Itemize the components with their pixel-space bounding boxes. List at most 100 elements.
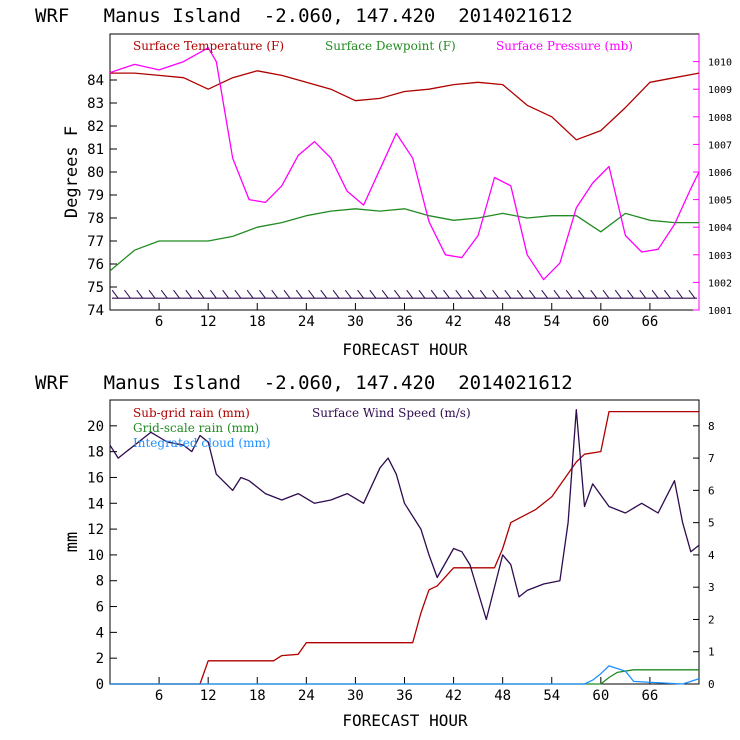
y2-tick-label: 1004 (708, 223, 732, 234)
y2-tick-label: 8 (708, 420, 715, 433)
wind-barb (259, 289, 266, 299)
series-line-1-0 (110, 410, 699, 685)
y-tick-label: 4 (96, 625, 104, 641)
y-tick-label: 10 (87, 548, 104, 564)
wind-barb (136, 289, 144, 299)
wind-barb (148, 289, 156, 299)
chart-1-xlabel: FORECAST HOUR (342, 340, 468, 359)
x-tick-label: 60 (592, 688, 609, 704)
chart-panel-1: WRF Manus Island -2.060, 147.420 2014021… (35, 5, 732, 359)
x-tick-label: 66 (641, 314, 658, 330)
y2-tick-label: 1001 (708, 306, 732, 317)
x-tick-label: 30 (347, 314, 364, 330)
y-tick-label: 12 (87, 522, 104, 538)
y-tick-label: 8 (96, 574, 104, 590)
x-tick-label: 12 (200, 688, 217, 704)
y2-tick-label: 1007 (708, 140, 732, 151)
x-tick-label: 6 (155, 688, 163, 704)
y2-tick-label: 6 (708, 484, 715, 497)
y-tick-label: 82 (87, 119, 104, 135)
chart-1-title: WRF Manus Island -2.060, 147.420 2014021… (35, 5, 573, 27)
wind-barb (467, 289, 475, 299)
y-tick-label: 76 (87, 257, 104, 273)
wind-barb (406, 289, 414, 299)
y-tick-label: 2 (96, 651, 104, 667)
x-tick-label: 12 (200, 314, 217, 330)
chart-2-title: WRF Manus Island -2.060, 147.420 2014021… (35, 372, 573, 394)
wind-barb (332, 289, 340, 299)
wind-barb (320, 289, 328, 299)
x-tick-label: 18 (249, 688, 266, 704)
chart-panel-2: WRF Manus Island -2.060, 147.420 2014021… (35, 372, 715, 730)
y2-tick-label: 0 (708, 678, 715, 691)
x-tick-label: 48 (494, 688, 511, 704)
x-tick-label: 30 (347, 688, 364, 704)
y-tick-label: 81 (87, 142, 104, 158)
wind-barb (381, 289, 389, 299)
y2-tick-group-2: 0 1 2 3 4 5 6 7 8 (693, 420, 715, 691)
x-tick-label: 54 (543, 314, 560, 330)
y-tick-group-1: 74 75 76 77 78 79 80 81 82 83 84 (87, 73, 117, 319)
wind-barb (234, 289, 242, 299)
x-tick-group-1: 6 12 18 24 30 36 42 48 54 60 66 (155, 303, 658, 330)
x-tick-label: 24 (298, 688, 315, 704)
wind-barb (185, 289, 193, 299)
y-tick-label: 14 (87, 496, 104, 512)
y-tick-label: 20 (87, 419, 104, 435)
wind-barb (492, 289, 499, 299)
chart-2-ylabel: mm (62, 532, 82, 552)
legend-1-dewpoint: Surface Dewpoint (F) (325, 39, 456, 53)
y-tick-label: 78 (87, 211, 104, 227)
y2-tick-label: 4 (708, 549, 715, 562)
wind-barb (111, 289, 119, 299)
x-tick-label: 42 (445, 314, 462, 330)
legend-2-grid-scale-rain: Grid-scale rain (mm) (133, 421, 259, 435)
chart-1-ylabel: Degrees F (62, 126, 82, 218)
y-tick-label: 18 (87, 445, 104, 461)
x-tick-label: 36 (396, 314, 413, 330)
series-line-0-2 (109, 47, 700, 281)
y-tick-label: 80 (87, 165, 104, 181)
wind-barb (516, 289, 524, 299)
x-tick-group-2: 6 12 18 24 30 36 42 48 54 60 66 (155, 677, 658, 704)
y2-tick-group-1: 1001 1002 1003 1004 1005 1006 1007 1008 1009 1010 (693, 58, 732, 317)
y2-tick-label: 1008 (708, 113, 732, 124)
y2-tick-label: 1005 (708, 196, 732, 207)
wind-barb (197, 289, 205, 299)
x-tick-label: 42 (445, 688, 462, 704)
wind-barb (663, 289, 671, 299)
series-line-1-2 (110, 665, 700, 685)
series-group-2 (109, 409, 700, 685)
legend-1-pressure: Surface Pressure (mb) (496, 39, 633, 53)
y-tick-label: 16 (87, 470, 104, 486)
wind-barb (541, 289, 549, 299)
wind-barb (479, 289, 487, 299)
series-line-1-3 (109, 409, 700, 621)
wind-barb (394, 289, 401, 299)
wind-barb (418, 289, 426, 299)
x-tick-label: 54 (543, 688, 560, 704)
y-tick-label: 74 (87, 303, 104, 319)
wind-barb (222, 289, 230, 299)
legend-2-wind-speed: Surface Wind Speed (m/s) (312, 406, 471, 420)
wind-barb (676, 289, 684, 299)
x-tick-label: 66 (641, 688, 658, 704)
y2-tick-label: 1006 (708, 168, 732, 179)
wind-barb (271, 289, 279, 299)
series-line-0-0 (110, 70, 700, 141)
wind-barb (565, 289, 573, 299)
x-tick-label: 6 (155, 314, 163, 330)
wind-barb (308, 289, 315, 299)
y2-tick-label: 5 (708, 517, 715, 530)
chart-2-xlabel: FORECAST HOUR (342, 711, 468, 730)
y-tick-label: 83 (87, 96, 104, 112)
y2-tick-label: 1010 (708, 58, 732, 69)
y-tick-label: 0 (96, 677, 104, 693)
y-tick-group-2: 0 2 4 6 8 10 12 14 16 18 20 (87, 419, 117, 693)
series-line-0-1 (109, 208, 699, 272)
wind-barb (590, 289, 598, 299)
y2-tick-label: 1003 (708, 251, 732, 262)
y-tick-label: 6 (96, 600, 104, 616)
y2-tick-label: 7 (708, 452, 715, 465)
